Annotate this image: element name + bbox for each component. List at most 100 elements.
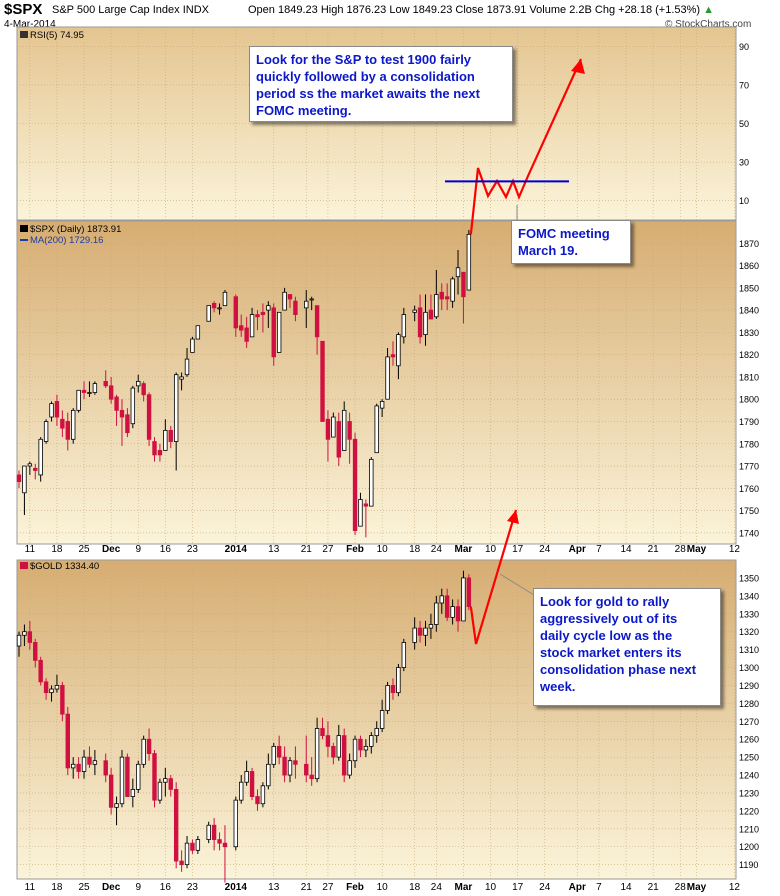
fomc-note: FOMC meeting March 19. (511, 220, 631, 264)
spx-candle (417, 294, 423, 344)
gold-candle (190, 839, 195, 854)
spx-candle-body (71, 409, 76, 440)
gold-y-tick-label: 1250 (739, 753, 759, 763)
gold-candle-body (71, 763, 76, 769)
x-tick-label: 2014 (225, 882, 248, 893)
x-tick-label: 2014 (225, 544, 248, 555)
spx-candle (114, 394, 119, 426)
x-tick-label: 9 (135, 882, 141, 893)
rsi-legend-swatch (20, 31, 28, 38)
spx-candle-body (255, 314, 260, 318)
spx-y-tick-label: 1790 (739, 417, 759, 427)
spx-candle-body (43, 421, 49, 442)
x-tick-label: 16 (160, 882, 172, 893)
spx-candle (152, 437, 157, 462)
ohlc-summary: Open 1849.23 High 1876.23 Low 1849.23 Cl… (248, 4, 714, 16)
gold-candle (260, 782, 266, 808)
spx-candle (211, 301, 217, 313)
spx-candle-body (16, 474, 22, 483)
gold-candle-body (239, 781, 244, 801)
note-line: FOMC meeting (518, 226, 610, 241)
gold-candle-body (244, 771, 249, 783)
gold-candle (103, 753, 108, 783)
x-tick-label: 21 (648, 882, 660, 893)
gold-candle (146, 728, 152, 761)
spx-candle (287, 294, 293, 308)
spx-candle-body (195, 325, 201, 340)
x-tick-label: 18 (409, 882, 421, 893)
gold-candle (358, 735, 363, 758)
spx-candle (184, 347, 190, 377)
gold-candle-body (184, 842, 190, 866)
spx-candle-body (412, 309, 417, 313)
spx-y-tick-label: 1780 (739, 439, 759, 449)
spx-candle (49, 401, 54, 422)
x-tick-label: Feb (346, 882, 364, 893)
gold-candle-body (379, 710, 385, 729)
spx-candle-body (369, 458, 374, 507)
x-tick-label: Apr (569, 882, 586, 893)
spx-candle-body (119, 409, 125, 418)
spx-candle (244, 316, 249, 348)
gold-candle (379, 699, 385, 733)
note-line: Look for the S&P to test 1900 fairly (256, 52, 472, 67)
gold-y-tick-label: 1350 (739, 573, 759, 583)
gold-candle-body (341, 735, 347, 776)
gold-candle (184, 835, 190, 869)
spx-candle-body (81, 389, 87, 393)
spx-candle (325, 410, 331, 462)
gold-candle (33, 638, 38, 668)
gold-candle-body (157, 781, 163, 801)
gold-candle-body (287, 760, 293, 776)
spx-candle (396, 332, 401, 380)
spx-candle (157, 443, 163, 462)
x-tick-label: 24 (431, 882, 443, 893)
spx-candle (119, 399, 125, 446)
gold-y-tick-label: 1340 (739, 591, 759, 601)
spx-candle (103, 370, 108, 389)
note-line: Look for gold to rally (540, 594, 670, 609)
spx-candle-body (444, 296, 450, 300)
gold-candle-body (271, 745, 276, 765)
volume-value: 2.2B (569, 4, 592, 16)
x-tick-label: 21 (301, 882, 313, 893)
gold-candle (92, 749, 98, 776)
x-tick-label: 14 (620, 882, 632, 893)
low-value: 1849.23 (412, 4, 453, 16)
high-label: High (320, 4, 344, 16)
x-tick-label: 23 (187, 882, 199, 893)
x-tick-label: 24 (539, 544, 551, 555)
x-tick-label: Dec (102, 882, 121, 893)
note-line: period ss the market awaits the next (256, 86, 480, 101)
spx-y-tick-label: 1740 (739, 528, 759, 538)
spx-candle-body (114, 396, 119, 411)
gold-candle (417, 620, 423, 643)
spx-candle-body (184, 358, 190, 376)
gold-candle (16, 631, 22, 657)
spx-y-tick-label: 1850 (739, 283, 759, 293)
gold-candle-body (190, 842, 195, 851)
gold-candle-body (428, 624, 434, 629)
x-tick-label: 13 (268, 882, 280, 893)
gold-y-tick-label: 1280 (739, 699, 759, 709)
spx-candle-body (206, 305, 211, 322)
x-tick-label: 25 (78, 882, 90, 893)
gold-candle-body (163, 778, 168, 783)
gold-candle (38, 656, 43, 686)
spx-candle-body (163, 429, 168, 451)
note-line: daily cycle low as the (540, 628, 673, 643)
spx-projection-line (469, 58, 583, 235)
gold-candle-body (136, 763, 141, 790)
spx-panel (16, 220, 737, 545)
gold-candle (163, 767, 168, 797)
gold-candle-body (282, 756, 287, 776)
rsi-y-tick-label: 90 (739, 42, 749, 52)
spx-candle-body (461, 271, 466, 298)
gold-candle (49, 685, 54, 702)
gold-candle-body (125, 756, 130, 797)
spx-candle (222, 290, 228, 307)
spx-candle-body (401, 314, 407, 338)
gold-candle (222, 825, 228, 883)
spx-candle (108, 376, 114, 404)
